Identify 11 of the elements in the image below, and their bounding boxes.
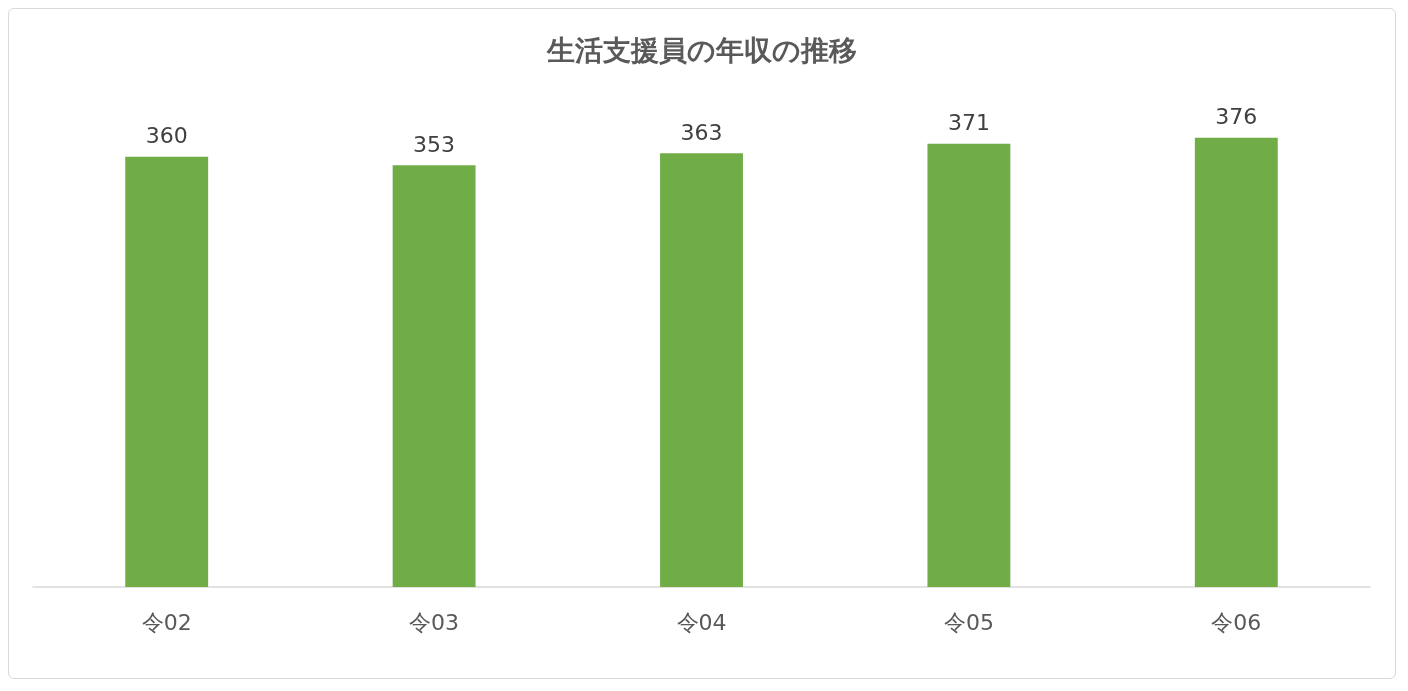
- x-tick-label: 令02: [141, 609, 192, 635]
- chart-title: 生活支援員の年収の推移: [545, 33, 857, 67]
- data-label: 363: [680, 119, 723, 145]
- data-label: 371: [947, 110, 990, 136]
- data-label: 376: [1215, 104, 1258, 130]
- data-label: 360: [145, 123, 188, 149]
- x-tick-label: 令06: [1211, 609, 1262, 635]
- x-tick-label: 令04: [676, 609, 727, 635]
- x-tick-label: 令05: [943, 609, 994, 635]
- data-label: 353: [413, 131, 456, 157]
- x-tick-label: 令03: [409, 609, 460, 635]
